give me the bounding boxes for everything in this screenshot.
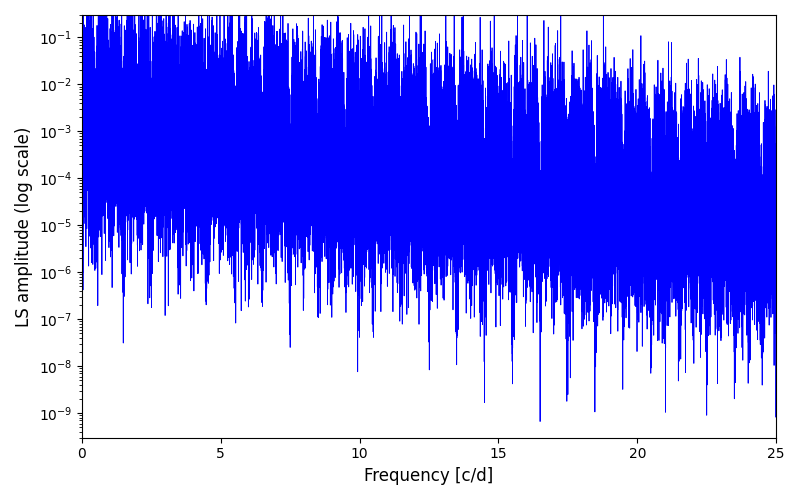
X-axis label: Frequency [c/d]: Frequency [c/d]: [364, 467, 494, 485]
Y-axis label: LS amplitude (log scale): LS amplitude (log scale): [15, 126, 33, 326]
